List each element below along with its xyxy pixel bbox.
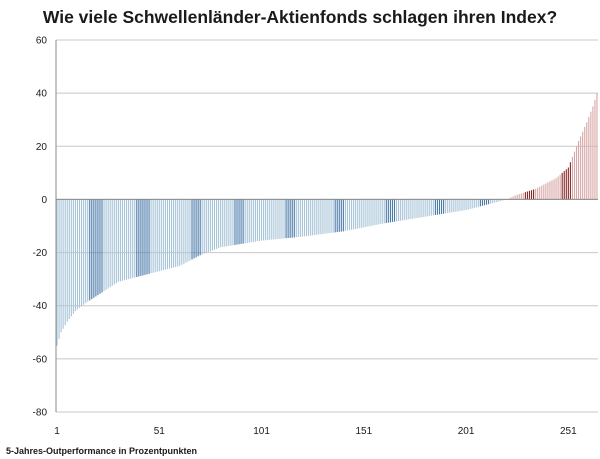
y-tick-label: 0	[41, 195, 47, 206]
bars	[56, 93, 598, 346]
x-tick-label: 51	[154, 426, 166, 437]
x-tick-label: 201	[458, 426, 475, 437]
axes	[55, 40, 598, 412]
y-tick-label: -20	[33, 248, 48, 259]
x-tick-label: 101	[253, 426, 270, 437]
y-tick-label: 20	[36, 142, 48, 153]
y-tick-label: 60	[36, 36, 48, 47]
footnote: 5-Jahres-Outperformance in Prozentpunkte…	[6, 446, 198, 456]
chart-title: Wie viele Schwellenländer-Aktienfonds sc…	[42, 7, 558, 27]
x-tick-label: 251	[560, 426, 577, 437]
x-tick-label: 151	[355, 426, 372, 437]
y-tick-labels: 60 40 20 0 -20 -40 -60 -80	[33, 36, 48, 419]
x-tick-labels: 1 51 101 151 201 251	[54, 426, 577, 437]
y-tick-label: 40	[36, 89, 48, 100]
y-tick-label: -80	[33, 408, 48, 419]
y-tick-label: -40	[33, 301, 48, 312]
x-tick-label: 1	[54, 426, 60, 437]
y-tick-label: -60	[33, 354, 48, 365]
